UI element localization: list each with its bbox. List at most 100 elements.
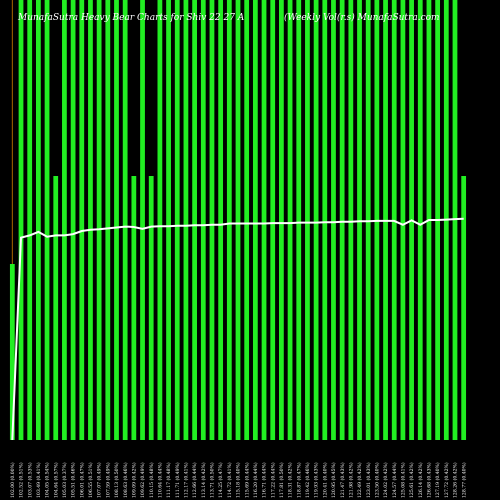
x-tick-label: 120.95 (0.45%) [330,462,337,498]
volume-bar [261,0,267,440]
volume-bar [27,0,33,440]
volume-bar [18,0,24,440]
x-tick-label: 111.17 (0.48%) [165,462,172,498]
x-tick-label: 114.25 (0.47%) [217,462,224,498]
volume-bar [96,0,102,440]
x-tick-label: 117.81 (0.50%) [278,462,285,498]
volume-bar [53,176,59,440]
volume-bar [270,0,276,440]
volume-bar [105,0,111,440]
x-tick-label: 118.31 (0.42%) [287,462,294,498]
x-tick-label: 102.52 (0.51%) [18,462,25,498]
x-tick-label: 115.18 (0.40%) [235,462,242,498]
volume-bar [62,0,67,440]
x-tick-label: 105.03 (0.37%) [61,462,68,498]
x-tick-label: 106.01 (0.47%) [78,462,85,498]
x-tick-label: 128.77 (0.40%) [460,462,467,498]
volume-bar [148,176,154,440]
x-tick-label: 116.71 (0.44%) [261,462,268,498]
x-tick-label: 117.22 (0.44%) [269,462,276,498]
chart-title-left: MunafaSutra Heavy Bear Charts for Shiv 2… [17,13,245,23]
x-tick-label: 110.64 (0.44%) [156,462,163,498]
x-tick-label: 125.08 (0.41%) [400,462,407,498]
x-tick-label: 118.87 (0.47%) [295,462,302,498]
volume-bar [313,0,319,440]
x-tick-label: 112.17 (0.41%) [183,462,190,498]
x-tick-label: 112.66 (0.44%) [191,462,198,498]
volume-bar [461,176,467,440]
x-tick-label: 121.47 (0.43%) [339,462,346,498]
x-tick-label: 110.15 (0.48%) [148,462,155,498]
x-tick-label: 102.00 (0.00%) [9,462,16,498]
volume-bar [339,0,345,440]
x-tick-label: 108.63 (0.46%) [122,462,129,498]
x-tick-label: 126.14 (0.42%) [417,462,424,498]
x-tick-label: 109.09 (0.42%) [130,462,137,498]
x-tick-label: 121.98 (0.42%) [347,462,354,498]
x-tick-label: 103.49 (0.41%) [35,462,42,498]
x-tick-label: 127.72 (0.42%) [443,462,450,498]
volume-bar [183,0,189,440]
volume-bar [357,0,362,440]
x-tick-label: 105.51 (0.46%) [70,462,77,498]
volume-bar [365,0,371,440]
x-tick-label: 108.13 (0.50%) [113,462,120,498]
x-tick-label: 119.93 (0.43%) [313,462,320,498]
volume-bar [166,0,171,440]
volume-bar [88,0,93,440]
volume-bar [44,0,50,440]
x-tick-label: 126.68 (0.43%) [426,462,433,498]
volume-bar [140,0,145,440]
x-tick-labels: 102.00 (0.00%) 102.52 (0.51%) 103.07 (0.53… [9,462,467,498]
x-tick-label: 104.05 (0.54%) [44,462,51,498]
volume-bar [70,0,76,440]
volume-bar [200,0,206,440]
x-tick-label: 127.19 (0.40%) [434,462,441,498]
x-tick-label: 125.61 (0.42%) [408,462,415,498]
volume-bar [174,0,180,440]
volume-bar [252,0,258,440]
x-tick-label: 123.01 (0.43%) [365,462,372,498]
x-tick-label: 113.14 (0.42%) [200,462,207,498]
volume-bar [35,0,41,440]
x-tick-label: 122.49 (0.42%) [356,462,363,498]
x-tick-label: 109.62 (0.49%) [139,462,146,498]
x-tick-label: 124.57 (0.44%) [391,462,398,498]
chart-title-right: (Weekly Vol(r.s) MunafaSutra.com [284,12,440,23]
volume-bar [79,0,85,440]
average-line [11,217,464,441]
x-tick-label: 124.02 (0.42%) [382,462,389,498]
x-tick-label: 120.41 (0.40%) [321,462,328,498]
x-tick-label: 113.71 (0.50%) [209,462,216,498]
x-tick-label: 111.71 (0.49%) [174,462,181,498]
volume-bar [192,0,197,440]
volume-bar [114,0,119,440]
x-tick-label: 123.50 (0.40%) [373,462,380,498]
volume-bar [417,0,423,440]
volume-bar [287,0,293,440]
x-tick-label: 119.42 (0.46%) [304,462,311,498]
volume-bar [131,176,137,440]
volume-bar [209,0,215,440]
volume-bar [218,0,224,440]
volume-bar [235,0,241,440]
x-tick-label: 106.55 (0.51%) [87,462,94,498]
x-tick-label: 114.72 (0.41%) [226,462,233,498]
x-tick-label: 104.64 (0.57%) [52,462,59,498]
volume-bar [305,0,310,440]
volume-bar [322,0,328,440]
x-tick-label: 115.69 (0.44%) [243,462,250,498]
volume-bar [279,0,284,440]
x-tick-label: 103.07 (0.53%) [26,462,33,498]
volume-bar [296,0,302,440]
volume-bar [9,264,15,440]
volume-bar [157,0,163,440]
volume-bar [122,0,128,440]
x-tick-label: 128.26 (0.42%) [452,462,459,498]
volume-bar [226,0,232,440]
volume-bar [400,0,406,440]
x-tick-label: 107.59 (0.49%) [104,462,111,498]
volume-bar [331,0,336,440]
volume-bar [348,0,354,440]
